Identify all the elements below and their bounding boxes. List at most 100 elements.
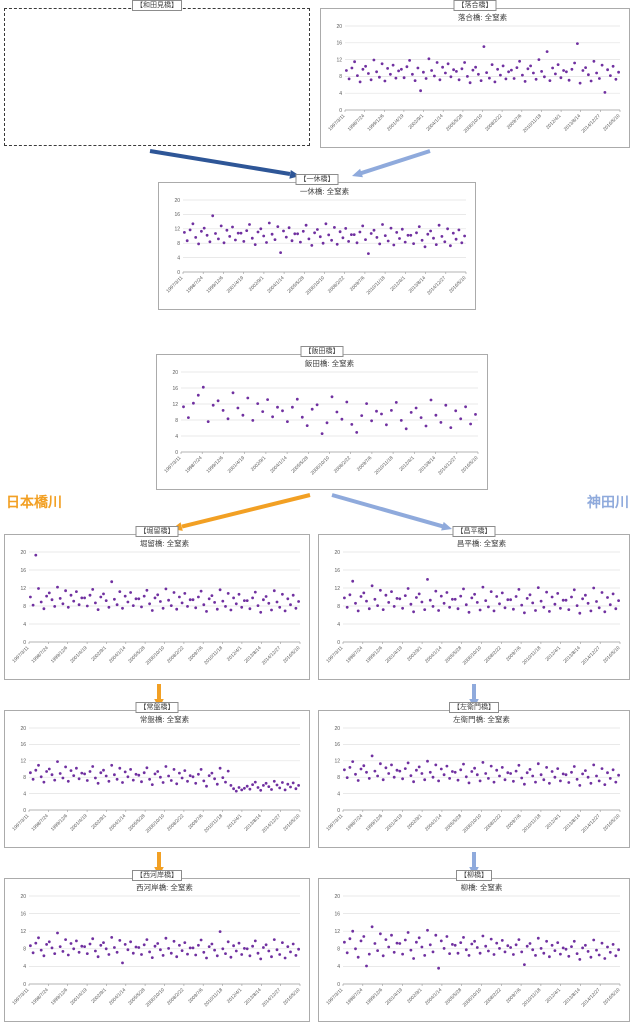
svg-text:2010/11/18: 2010/11/18 <box>522 113 543 134</box>
svg-text:2002/9/1: 2002/9/1 <box>90 987 108 1005</box>
svg-text:2009/7/6: 2009/7/6 <box>506 113 524 131</box>
module-nishigashi: 【西河岸橋】 西河岸橋: 全窒素 0 4 8 12 16 20 1997/3/11 1998/7… <box>4 870 310 1022</box>
svg-text:8: 8 <box>177 241 180 247</box>
svg-text:2010/11/18: 2010/11/18 <box>521 645 542 666</box>
svg-text:16: 16 <box>336 41 342 47</box>
svg-text:1997/3/11: 1997/3/11 <box>325 987 344 1006</box>
svg-text:2016/5/10: 2016/5/10 <box>602 113 622 133</box>
svg-text:2006/10/10: 2006/10/10 <box>145 645 166 666</box>
svg-text:2001/4/19: 2001/4/19 <box>384 813 404 833</box>
scatter-plot-svg: 落合橋: 全窒素 0 4 8 12 16 20 1997/3/11 1998/7/24 1999/… <box>327 12 622 134</box>
svg-text:4: 4 <box>337 964 340 970</box>
scatter-plot-svg: 飯田橋: 全窒素 0 4 8 12 16 20 1997/3/11 1998/7/24 1999/… <box>163 358 480 476</box>
svg-text:2006/10/10: 2006/10/10 <box>145 813 166 834</box>
svg-text:2012/4/1: 2012/4/1 <box>389 275 407 293</box>
svg-text:12: 12 <box>334 759 340 765</box>
svg-text:2008/2/22: 2008/2/22 <box>327 275 347 295</box>
svg-text:2009/7/6: 2009/7/6 <box>349 275 367 293</box>
svg-text:2004/1/14: 2004/1/14 <box>424 987 444 1007</box>
svg-text:2014/12/27: 2014/12/27 <box>437 455 458 476</box>
svg-text:1998/7/24: 1998/7/24 <box>30 813 50 833</box>
svg-text:2004/1/14: 2004/1/14 <box>108 813 128 833</box>
svg-text:2016/5/10: 2016/5/10 <box>460 455 480 475</box>
svg-text:2005/5/28: 2005/5/28 <box>290 455 310 475</box>
svg-text:20: 20 <box>172 370 178 376</box>
svg-text:2002/9/1: 2002/9/1 <box>250 455 268 473</box>
svg-text:2005/5/28: 2005/5/28 <box>127 987 147 1007</box>
svg-text:2012/4/1: 2012/4/1 <box>545 987 563 1005</box>
scatter-chart-tokiwa: 常盤橋: 全窒素 0 4 8 12 16 20 1997/3/11 1998/7/24 1999/… <box>5 711 309 847</box>
svg-text:2008/2/22: 2008/2/22 <box>166 645 186 665</box>
chart-box-ikkyu: 一休橋: 全窒素 0 4 8 12 16 20 1997/3/11 1998/7/24 1999/… <box>158 182 476 310</box>
chart-box-nishigashi: 西河岸橋: 全窒素 0 4 8 12 16 20 1997/3/11 1998/7/24 1999… <box>4 878 310 1022</box>
svg-text:2009/7/6: 2009/7/6 <box>505 813 523 831</box>
bridge-label-iida: 【飯田橋】 <box>300 346 344 357</box>
svg-text:一休橋: 全窒素: 一休橋: 全窒素 <box>300 186 350 196</box>
scatter-plot-svg: 常盤橋: 全窒素 0 4 8 12 16 20 1997/3/11 1998/7/24 1999/… <box>11 714 301 834</box>
svg-text:1998/7/24: 1998/7/24 <box>345 813 365 833</box>
svg-text:20: 20 <box>334 726 340 732</box>
svg-text:2009/7/6: 2009/7/6 <box>356 455 374 473</box>
svg-text:2010/11/18: 2010/11/18 <box>203 813 224 834</box>
svg-text:0: 0 <box>339 108 342 114</box>
svg-text:2008/2/22: 2008/2/22 <box>166 813 186 833</box>
svg-text:2010/11/18: 2010/11/18 <box>521 813 542 834</box>
svg-text:2004/1/14: 2004/1/14 <box>108 987 128 1007</box>
svg-text:落合橋: 全窒素: 落合橋: 全窒素 <box>458 12 508 22</box>
svg-text:0: 0 <box>175 450 178 456</box>
svg-text:20: 20 <box>20 726 26 732</box>
svg-text:2006/10/10: 2006/10/10 <box>145 987 166 1008</box>
svg-text:2016/5/10: 2016/5/10 <box>448 275 468 295</box>
svg-text:4: 4 <box>339 91 342 97</box>
bridge-label-tokiwa: 【常盤橋】 <box>135 702 179 713</box>
svg-text:2010/11/18: 2010/11/18 <box>374 455 395 476</box>
svg-text:1998/7/24: 1998/7/24 <box>184 455 204 475</box>
svg-text:2005/5/28: 2005/5/28 <box>444 813 464 833</box>
svg-text:1998/7/24: 1998/7/24 <box>345 645 365 665</box>
svg-text:2010/11/18: 2010/11/18 <box>521 987 542 1008</box>
svg-text:2002/9/1: 2002/9/1 <box>406 813 424 831</box>
svg-text:2016/5/10: 2016/5/10 <box>602 987 622 1007</box>
chart-box-tokiwa: 常盤橋: 全窒素 0 4 8 12 16 20 1997/3/11 1998/7/24 1999/… <box>4 710 310 848</box>
svg-text:2012/4/1: 2012/4/1 <box>226 813 244 831</box>
svg-text:2008/2/22: 2008/2/22 <box>166 987 186 1007</box>
svg-text:1999/12/6: 1999/12/6 <box>205 275 225 295</box>
svg-text:2001/4/19: 2001/4/19 <box>386 113 406 133</box>
svg-text:8: 8 <box>23 947 26 953</box>
svg-text:4: 4 <box>23 622 26 628</box>
svg-text:20: 20 <box>20 894 26 900</box>
svg-text:2002/9/1: 2002/9/1 <box>406 645 424 663</box>
svg-text:2005/5/28: 2005/5/28 <box>127 813 147 833</box>
module-horidome: 【堀留橋】 堀留橋: 全窒素 0 4 8 12 16 20 1997/3/11 1998/7/2… <box>4 526 310 680</box>
svg-text:2009/7/6: 2009/7/6 <box>187 987 205 1005</box>
svg-text:2004/1/14: 2004/1/14 <box>269 455 289 475</box>
svg-text:1997/3/11: 1997/3/11 <box>325 645 344 664</box>
svg-text:2016/5/10: 2016/5/10 <box>282 987 302 1007</box>
svg-text:2013/8/14: 2013/8/14 <box>562 813 582 833</box>
bridge-label-shohei: 【昌平橋】 <box>452 526 496 537</box>
scatter-chart-ochiai: 落合橋: 全窒素 0 4 8 12 16 20 1997/3/11 1998/7/24 1999/… <box>321 9 629 147</box>
svg-text:2008/2/22: 2008/2/22 <box>484 113 504 133</box>
arrow-iida-to-shohei <box>331 493 452 531</box>
svg-text:2004/1/14: 2004/1/14 <box>424 813 444 833</box>
svg-text:2006/10/10: 2006/10/10 <box>463 113 484 134</box>
svg-text:2009/7/6: 2009/7/6 <box>187 645 205 663</box>
svg-text:常盤橋: 全窒素: 常盤橋: 全窒素 <box>140 714 190 724</box>
svg-text:2012/4/1: 2012/4/1 <box>545 113 563 131</box>
scatter-plot-svg: 昌平橋: 全窒素 0 4 8 12 16 20 1997/3/11 1998/7/24 1999/… <box>325 538 621 666</box>
svg-text:2006/10/10: 2006/10/10 <box>462 645 483 666</box>
svg-text:16: 16 <box>20 568 26 574</box>
svg-text:20: 20 <box>334 550 340 556</box>
module-wadami: 【和田見橋】 <box>4 0 310 146</box>
svg-text:西河岸橋: 全窒素: 西河岸橋: 全窒素 <box>136 882 193 892</box>
module-yanagi: 【柳橋】 柳橋: 全窒素 0 4 8 12 16 20 1997/3/11 1998/7/24 1… <box>318 870 630 1022</box>
svg-text:2013/8/14: 2013/8/14 <box>243 645 263 665</box>
svg-text:2012/4/1: 2012/4/1 <box>226 987 244 1005</box>
svg-text:2014/12/27: 2014/12/27 <box>580 987 601 1008</box>
svg-text:1999/12/6: 1999/12/6 <box>50 987 70 1007</box>
chart-box-shohei: 昌平橋: 全窒素 0 4 8 12 16 20 1997/3/11 1998/7/24 1999/… <box>318 534 630 680</box>
svg-text:1997/3/11: 1997/3/11 <box>11 645 30 664</box>
svg-text:16: 16 <box>20 742 26 748</box>
